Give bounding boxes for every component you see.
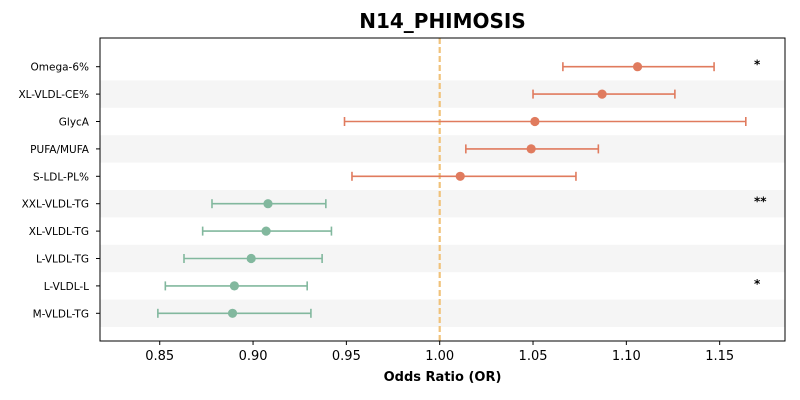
category-label: XL-VLDL-CE% <box>18 89 89 101</box>
x-axis-title: Odds Ratio (OR) <box>384 370 502 385</box>
x-tick-label: 0.85 <box>145 349 174 364</box>
category-labels: Omega-6% XL-VLDL-CE% GlycA PUFA/MUFA S-LDL-P… <box>18 62 100 320</box>
or-point <box>632 62 643 72</box>
significance-marker: * <box>754 58 761 72</box>
significance-marker: ** <box>754 195 767 209</box>
or-point <box>261 226 271 236</box>
x-tick-label: 1.05 <box>519 349 548 364</box>
category-label: S-LDL-PL% <box>33 171 89 183</box>
or-point <box>530 116 540 127</box>
or-point <box>455 171 465 181</box>
row-band <box>100 190 785 218</box>
significance-marker: * <box>754 277 761 291</box>
or-point <box>263 199 273 209</box>
or-point <box>246 253 256 264</box>
x-axis-ticks: 0.85 0.90 0.95 1.00 1.05 1.10 1.15 <box>145 341 734 364</box>
odds-ratio-points <box>227 62 643 318</box>
significance-markers: **** <box>754 58 767 291</box>
x-tick-label: 1.10 <box>612 349 641 364</box>
category-label: Omega-6% <box>31 62 90 74</box>
chart-title: N14_PHIMOSIS <box>359 9 526 33</box>
category-label: PUFA/MUFA <box>30 144 90 156</box>
x-tick-label: 1.00 <box>425 349 454 364</box>
category-label: GlycA <box>59 117 90 129</box>
category-label: M-VLDL-TG <box>33 308 89 320</box>
or-point <box>227 308 238 318</box>
row-band <box>100 80 785 108</box>
category-label: L-VLDL-TG <box>36 254 89 266</box>
category-label: L-VLDL-L <box>44 281 89 293</box>
x-tick-label: 0.90 <box>239 349 268 364</box>
row-band <box>100 135 785 163</box>
row-bands <box>100 80 785 327</box>
category-label: XXL-VLDL-TG <box>22 199 89 211</box>
category-label: XL-VLDL-TG <box>29 226 89 238</box>
or-point <box>526 144 536 154</box>
x-tick-label: 1.15 <box>705 349 734 364</box>
or-point <box>597 89 607 99</box>
or-point <box>229 281 239 291</box>
x-tick-label: 0.95 <box>332 349 361 364</box>
plot-frame <box>99 37 786 342</box>
